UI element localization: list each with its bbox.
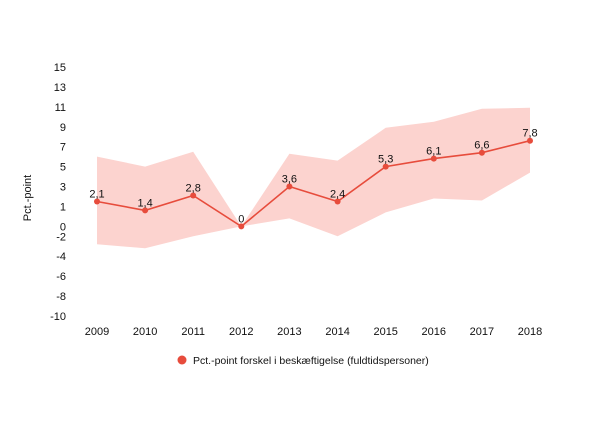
data-point [478,149,485,156]
y-axis-label: Pct.-point [22,175,34,221]
legend-marker [177,355,187,365]
x-axis: 2009 2010 2011 2012 2013 2014 2015 2016 2017 2018 [85,326,542,338]
data-label: 0 [238,213,244,225]
data-label: 7,8 [522,128,537,140]
confidence-band-layer [97,107,530,249]
data-point [286,183,293,190]
data-point [527,137,533,144]
x-tick-label: 2015 [373,326,397,338]
data-label: 1,4 [137,197,152,209]
y-tick-label: -2 [56,231,66,243]
data-point [382,163,389,170]
legend: Pct.-point forskel i beskæftigelse (fuld… [177,355,429,367]
y-axis: 15 13 11 9 7 5 3 1 0-2 -4 -6 -8 -10 [50,62,66,323]
legend-label: Pct.-point forskel i beskæftigelse (fuld… [193,355,429,367]
data-point [142,207,149,214]
data-label-layer: 2,1 1,4 2,8 0 3,6 2,4 5,3 6,1 6,6 7,8 [89,128,537,226]
data-label: 2,4 [330,189,345,201]
y-tick-label: 5 [60,162,66,174]
data-label: 5,3 [378,154,393,166]
x-tick-label: 2017 [470,326,494,338]
data-label: 6,1 [426,146,441,158]
data-point [334,198,341,205]
series-marker-layer [94,137,533,230]
y-tick-label: -10 [50,311,66,323]
data-label: 3,6 [282,174,297,186]
x-tick-label: 2018 [518,326,542,338]
y-tick-label: 1 [60,201,66,213]
x-tick-label: 2012 [229,326,253,338]
data-point [190,192,197,199]
x-tick-label: 2013 [277,326,301,338]
confidence-band [97,107,530,249]
y-tick-label: 0 [60,221,66,233]
data-point [238,223,245,230]
y-tick-label: 7 [60,142,66,154]
y-tick-label: 3 [60,182,66,194]
data-label: 2,1 [89,189,104,201]
y-tick-label: -4 [56,251,66,263]
data-label: 6,6 [474,140,489,152]
data-point [430,155,437,162]
data-label: 2,8 [186,183,201,195]
y-tick-label: 11 [55,102,66,114]
x-tick-label: 2011 [181,326,205,338]
y-tick-label: 15 [54,62,66,74]
y-tick-label: 13 [54,82,66,94]
y-tick-label: -6 [56,271,66,283]
y-tick-label: 9 [60,122,66,134]
x-tick-label: 2009 [85,326,109,338]
x-tick-label: 2016 [422,326,446,338]
x-tick-label: 2014 [325,326,349,338]
y-tick-label: -8 [56,291,66,303]
series-line-layer [96,139,531,228]
series-line [96,139,531,228]
x-tick-label: 2010 [133,326,157,338]
data-point [94,198,100,205]
